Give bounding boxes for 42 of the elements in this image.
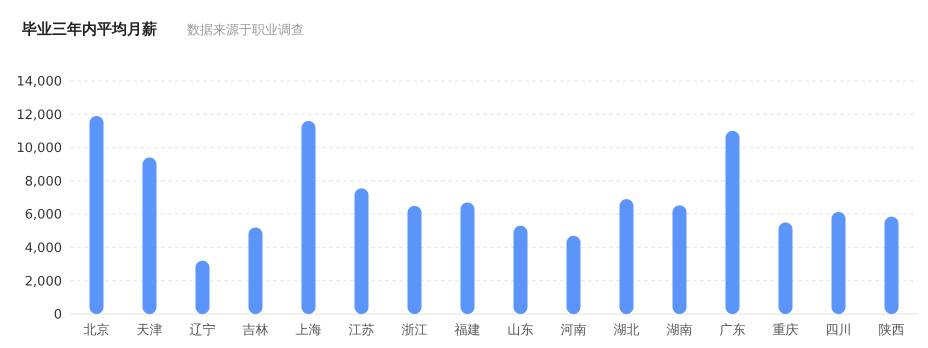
bar [620,199,634,314]
bar [884,216,898,314]
bar [248,227,262,314]
y-tick-label: 14,000 [16,74,62,90]
x-tick-label: 陕西 [878,323,904,338]
y-tick-label: 2,000 [24,274,62,290]
chart-subtitle: 数据来源于职业调查 [187,23,304,38]
x-tick-label: 广东 [720,323,746,338]
x-tick-label: 山东 [508,323,534,338]
x-tick-label: 上海 [296,323,322,338]
x-tick-label: 四川 [826,323,852,338]
bar [354,188,368,314]
bar [832,212,846,314]
y-tick-label: 0 [54,308,62,323]
y-tick-label: 12,000 [16,108,62,123]
bar [672,205,686,314]
bar [460,202,474,314]
x-tick-label: 辽宁 [190,322,216,338]
y-tick-label: 4,000 [24,240,62,256]
x-tick-label: 天津 [136,323,162,338]
chart-title: 毕业三年内平均月薪 [21,20,157,38]
bar [726,130,740,314]
y-tick-label: 10,000 [16,141,62,156]
bar [90,116,104,314]
x-tick-label: 浙江 [402,323,428,338]
bar [408,206,422,314]
bar [778,222,792,314]
bar [514,226,528,314]
bar [566,236,580,314]
x-tick-label: 福建 [454,323,480,338]
x-tick-label: 江苏 [348,323,374,338]
x-tick-label: 河南 [560,323,586,338]
bar [142,158,156,314]
x-tick-label: 重庆 [772,323,798,338]
y-tick-label: 6,000 [24,208,62,223]
y-tick-label: 8,000 [24,174,62,190]
x-tick-label: 吉林 [242,323,268,338]
x-tick-label: 湖南 [666,323,692,338]
bar [196,260,210,314]
x-tick-label: 湖北 [614,323,640,338]
x-tick-label: 北京 [84,323,110,338]
bar [302,120,316,314]
